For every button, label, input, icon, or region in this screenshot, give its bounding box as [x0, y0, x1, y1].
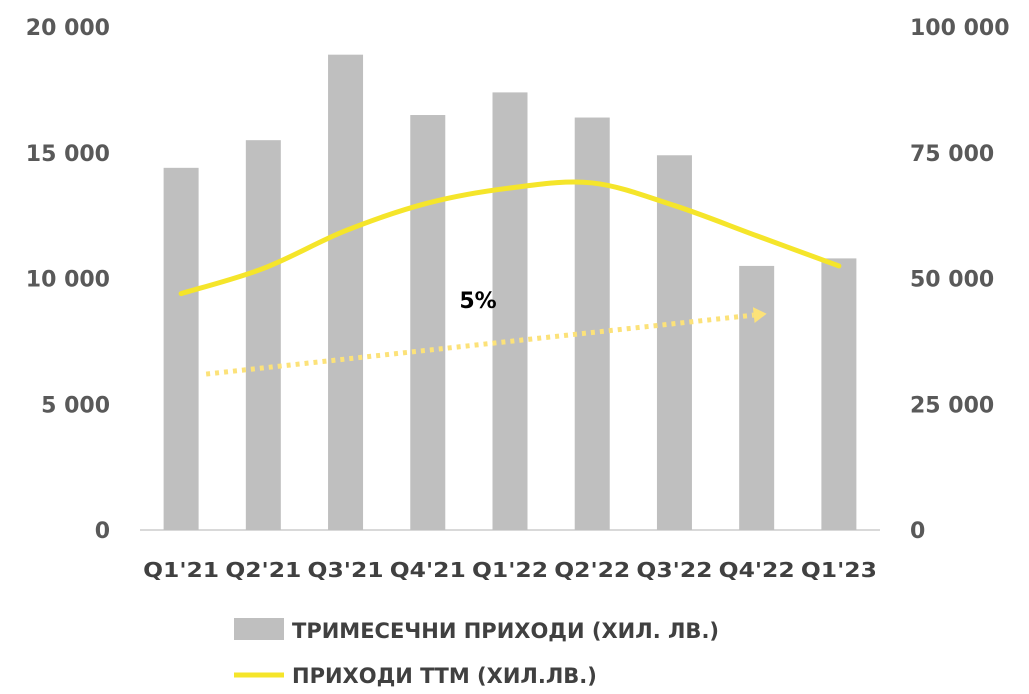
bar [492, 92, 528, 530]
x-tick-label: Q1'23 [801, 558, 877, 582]
x-tick-label: Q4'21 [390, 558, 466, 582]
y-right-tick-label: 25 000 [910, 393, 994, 418]
y-left-tick-label: 10 000 [26, 268, 110, 293]
x-tick-label: Q1'21 [143, 558, 219, 582]
legend: ТРИМЕСЕЧНИ ПРИХОДИ (ХИЛ. ЛВ.) ПРИХОДИ ТТМ… [234, 618, 719, 688]
x-tick-label: Q4'22 [719, 558, 795, 582]
bar-series [163, 54, 857, 531]
x-tick-label: Q2'21 [225, 558, 301, 582]
x-tick-label: Q3'21 [308, 558, 384, 582]
bar [410, 115, 446, 531]
bar [163, 167, 199, 530]
y-right-tick-label: 100 000 [910, 16, 1010, 41]
x-tick-label: Q1'22 [472, 558, 548, 582]
y-right-tick-label: 75 000 [910, 142, 994, 167]
bar [574, 117, 610, 530]
bar [821, 258, 857, 530]
tick-labels: 0 5 000 10 000 15 000 20 000 0 25 000 50 000 75 … [26, 16, 1010, 582]
y-left-tick-label: 20 000 [26, 16, 110, 41]
y-left-tick-label: 5 000 [41, 393, 110, 418]
bar [245, 140, 281, 531]
bar [328, 54, 364, 530]
trend-arrowhead [752, 307, 767, 324]
y-right-tick-label: 0 [910, 519, 925, 544]
trend-arrow: 5% [205, 289, 767, 377]
trend-line [205, 312, 755, 377]
legend-bar-swatch [234, 618, 284, 640]
y-right-tick-label: 50 000 [910, 268, 994, 293]
legend-bar-label: ТРИМЕСЕЧНИ ПРИХОДИ (ХИЛ. ЛВ.) [292, 619, 719, 643]
line-series [178, 179, 842, 297]
bar [739, 265, 775, 530]
bar [656, 155, 692, 530]
y-left-tick-label: 15 000 [26, 142, 110, 167]
legend-line-label: ПРИХОДИ ТТМ (ХИЛ.ЛВ.) [292, 664, 597, 688]
y-left-tick-label: 0 [95, 519, 110, 544]
x-tick-label: Q3'22 [636, 558, 712, 582]
trend-label: 5% [459, 289, 496, 314]
x-tick-label: Q2'22 [554, 558, 630, 582]
ttm-line [178, 179, 842, 297]
